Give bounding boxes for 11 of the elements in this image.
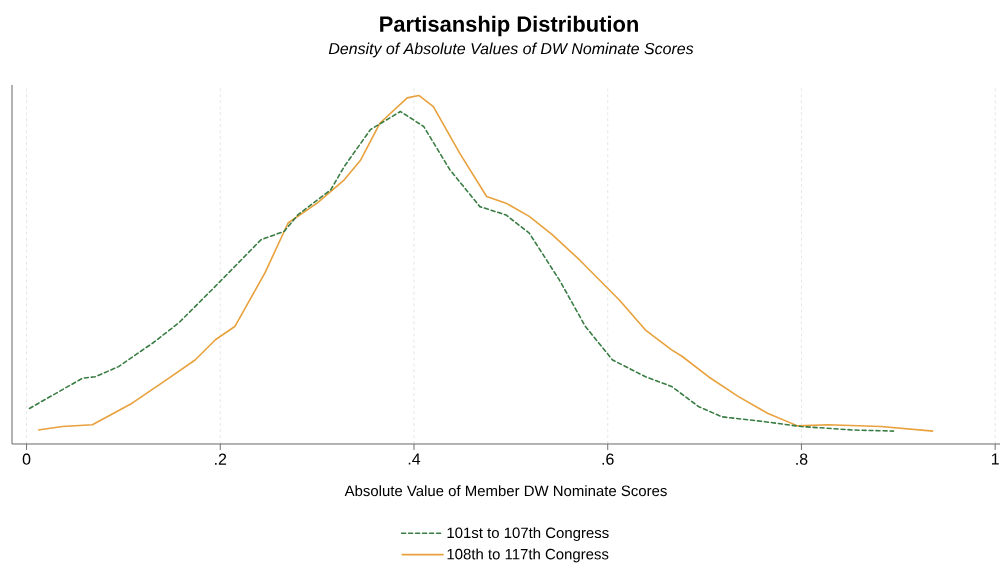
legend-label: 101st to 107th Congress <box>447 527 609 542</box>
x-tick-label: .8 <box>796 453 808 465</box>
x-tick-label: .4 <box>408 453 421 465</box>
x-tick-label: .2 <box>215 453 227 465</box>
x-tick-label: .6 <box>602 453 614 465</box>
legend-label: 108th to 117th Congress <box>447 548 609 563</box>
x-axis-title: Absolute Value of Member DW Nominate Scores <box>344 485 667 497</box>
x-tick-label: 0 <box>22 453 31 465</box>
chart-title: Partisanship Distribution <box>380 15 638 37</box>
x-tick-label: 1 <box>991 453 999 465</box>
chart-subtitle: Density of Absolute Values of DW Nominate Scores <box>328 42 694 58</box>
